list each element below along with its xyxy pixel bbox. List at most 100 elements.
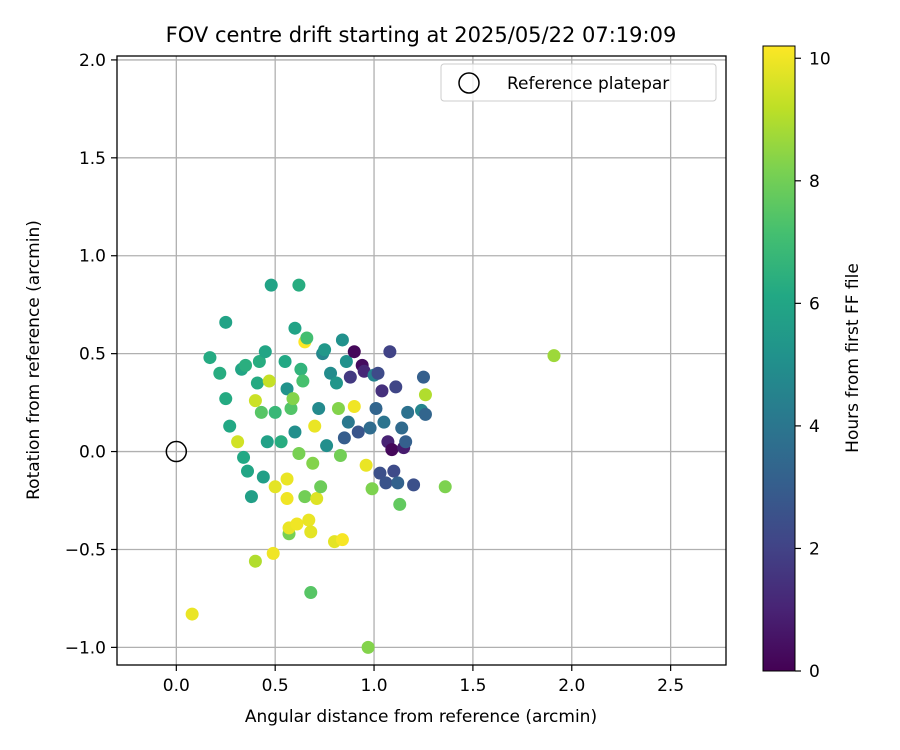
data-point [298,490,312,504]
data-point [339,354,353,368]
grid-lines [117,56,726,665]
data-point [268,480,282,494]
data-point [219,392,233,406]
data-point [292,278,306,292]
data-point [351,425,365,439]
x-tick-label: 2.0 [558,676,585,696]
y-tick-label: 0.0 [79,443,106,463]
data-point [292,447,306,461]
y-tick-label: 2.0 [79,51,106,71]
data-point [343,370,357,384]
data-point [260,435,274,449]
reference-marker [165,440,188,463]
data-point [278,354,292,368]
data-point [324,366,338,380]
x-tick-label: 2.5 [657,676,684,696]
colorbar-ticks: 0 2 4 6 8 10 [795,49,831,682]
data-point [418,388,432,402]
x-axis-label: Angular distance from reference (arcmin) [245,707,597,727]
colorbar-tick-label: 10 [809,49,831,69]
data-point [347,345,361,359]
legend-reference-marker-icon [458,72,480,94]
y-tick-label: −1.0 [65,638,106,658]
y-tick-label: 1.5 [79,149,106,169]
chart-title: FOV centre drift starting at 2025/05/22 … [166,23,677,47]
data-point [385,443,399,457]
data-point [239,358,253,372]
data-point [304,586,318,600]
data-point [258,345,272,359]
data-point [256,470,270,484]
data-point [266,546,280,560]
data-point [335,533,349,547]
plot-area-frame [116,55,727,666]
data-point [288,321,302,335]
colorbar-tick-label: 0 [809,662,820,682]
data-point [254,405,268,419]
legend: Reference platepar [440,63,717,102]
data-point [373,466,387,480]
data-point [314,480,328,494]
data-point [252,354,266,368]
data-point [318,343,332,357]
data-point [280,472,294,486]
data-point [371,366,385,380]
data-point [310,492,324,506]
data-point [241,464,254,478]
data-point [391,476,405,490]
data-point [185,607,199,621]
data-point [300,331,314,345]
data-point [359,458,373,472]
y-axis-ticks: −1.0 −0.5 0.0 0.5 1.0 1.5 2.0 [65,51,117,658]
colorbar-tick-label: 8 [809,172,820,192]
legend-entry-reference-platepar: Reference platepar [507,74,669,94]
data-point [369,401,383,415]
data-point [268,405,282,419]
data-point [308,419,322,433]
data-point [347,400,361,414]
data-point [290,517,304,531]
data-point [395,421,409,435]
data-point [407,478,421,492]
colorbar-label: Hours from first FF file [843,263,863,453]
data-point [286,392,300,406]
x-axis-ticks: 0.0 0.5 1.0 1.5 2.0 2.5 [163,665,684,696]
data-point [401,405,415,419]
data-point [284,401,298,415]
data-point [231,435,245,449]
legend-frame [440,63,717,102]
data-point [335,333,349,347]
data-point [365,482,379,496]
data-point [288,425,302,439]
colorbar-tick-label: 2 [809,539,820,559]
data-point [337,431,351,445]
y-tick-label: 0.5 [79,345,106,365]
data-point [375,384,389,398]
data-point [294,362,308,376]
data-point [387,464,401,478]
data-point [320,439,334,453]
y-tick-label: −0.5 [65,540,106,560]
data-point [383,345,397,359]
data-point [304,525,318,539]
data-point [333,448,347,462]
colorbar-tick-label: 6 [809,294,820,314]
data-point [237,450,251,464]
data-point [329,376,343,390]
data-point [248,394,262,408]
data-point [357,364,371,378]
data-point [399,435,413,449]
data-point [219,315,233,329]
data-point [363,421,377,435]
data-point [331,401,345,415]
data-point [244,490,258,504]
data-points [185,278,561,654]
data-point [223,419,237,433]
data-point [377,415,391,429]
reference-platepar-marker [165,440,188,463]
y-axis-label: Rotation from reference (arcmin) [24,220,44,500]
data-point [379,476,393,490]
data-point [438,480,452,494]
data-point [280,492,294,506]
